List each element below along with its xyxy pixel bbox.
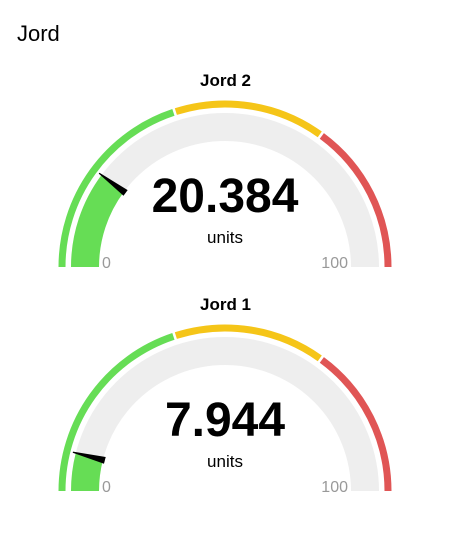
gauge-jord-2: Jord 2 20.384 units 0 100	[0, 70, 451, 310]
gauge-title: Jord 2	[199, 71, 252, 90]
gauge-max-label: 100	[321, 479, 348, 496]
gauge-sector-red	[319, 133, 392, 268]
gauge-max-label: 100	[321, 255, 348, 272]
gauge-sector-green	[58, 109, 175, 268]
gauge-title: Jord 1	[199, 295, 252, 314]
gauge-needle	[72, 451, 106, 464]
gauge-sector-green	[58, 333, 175, 492]
gauge-needle	[98, 172, 128, 196]
gauge-value: 7.944	[165, 394, 285, 447]
gauge-track	[71, 337, 379, 492]
gauge-units: units	[207, 452, 243, 471]
gauge-fill	[71, 174, 125, 268]
gauge-jord-1: Jord 1 7.944 units 0 100	[0, 294, 451, 534]
gauge-min-label: 0	[102, 479, 111, 496]
gauge-units: units	[207, 228, 243, 247]
gauge-sector-yellow	[174, 324, 322, 362]
gauge-svg: 7.944 units 0 100	[58, 324, 392, 496]
group-title: Jord	[17, 21, 60, 46]
gauge-fill	[71, 452, 103, 492]
gauge-min-label: 0	[102, 255, 111, 272]
gauge-value: 20.384	[152, 170, 299, 223]
gauge-svg: 20.384 units 0 100	[58, 100, 392, 272]
gauge-sector-red	[319, 357, 392, 492]
gauge-sector-yellow	[174, 100, 322, 138]
